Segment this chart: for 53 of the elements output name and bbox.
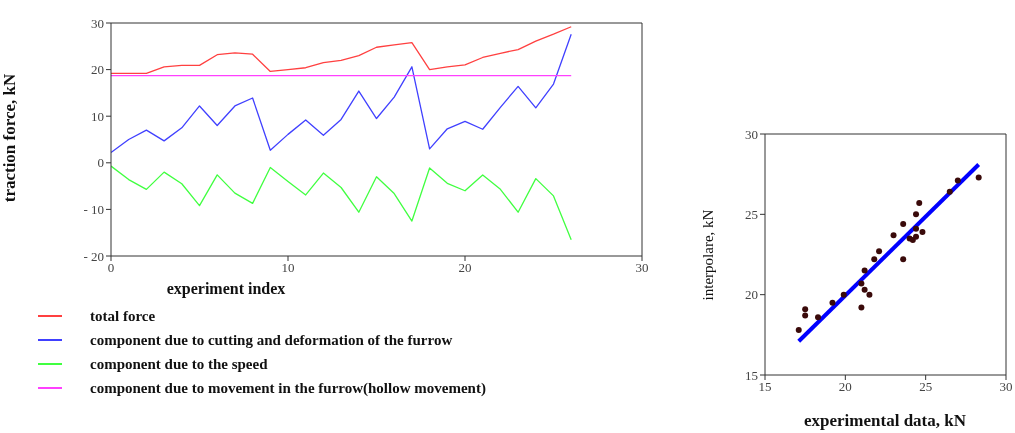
point [900,256,907,263]
point [919,229,926,236]
legend-label: component due to the speed [90,355,268,373]
point [876,248,883,255]
point [916,200,923,207]
point [913,211,920,218]
point [858,280,865,287]
point [946,188,953,195]
point [890,232,897,239]
x-axis-title: experimental data, kN [804,411,966,431]
line-series [111,165,572,241]
point [861,286,868,293]
y-tick-label: - 10 [83,202,104,218]
y-axis-title: traction force, kN [0,73,20,203]
y-tick-label: 10 [91,108,104,124]
x-tick-label: 15 [758,379,772,395]
point [858,304,865,311]
legend-label: total force [90,307,156,325]
y-tick-label: 20 [91,62,104,78]
y-tick-label: 15 [745,367,758,383]
legend-label: component due to cutting and deformation of the furrow [90,331,453,349]
y-tick-label: - 20 [83,248,104,264]
y-tick-label: 20 [745,287,758,303]
point [913,233,920,240]
y-tick-label: 0 [97,155,104,171]
y-axis-title: interpolare, kN [699,209,717,301]
point [829,299,836,306]
x-tick-label: 30 [635,260,649,276]
line-series [111,26,572,74]
point [871,256,878,263]
y-tick-label: 30 [745,126,758,142]
point [900,220,907,227]
x-tick-label: 0 [107,260,115,276]
x-axis-title: experiment index [166,280,286,298]
line-series [111,33,572,154]
point [975,174,982,181]
point [795,327,802,334]
legend-label: component due to movement in the furrow(hollow movement) [90,379,486,397]
point [802,306,809,313]
x-tick-label: 20 [458,260,472,276]
point [840,291,847,298]
point [802,312,809,319]
x-tick-label: 30 [999,379,1013,395]
point [861,267,868,274]
point [954,177,961,184]
x-tick-label: 25 [919,379,933,395]
y-tick-label: 25 [745,206,758,222]
point [815,314,822,321]
y-tick-label: 30 [91,15,104,31]
point [866,291,873,298]
point [913,225,920,232]
x-tick-label: 10 [281,260,295,276]
x-tick-label: 20 [838,379,852,395]
